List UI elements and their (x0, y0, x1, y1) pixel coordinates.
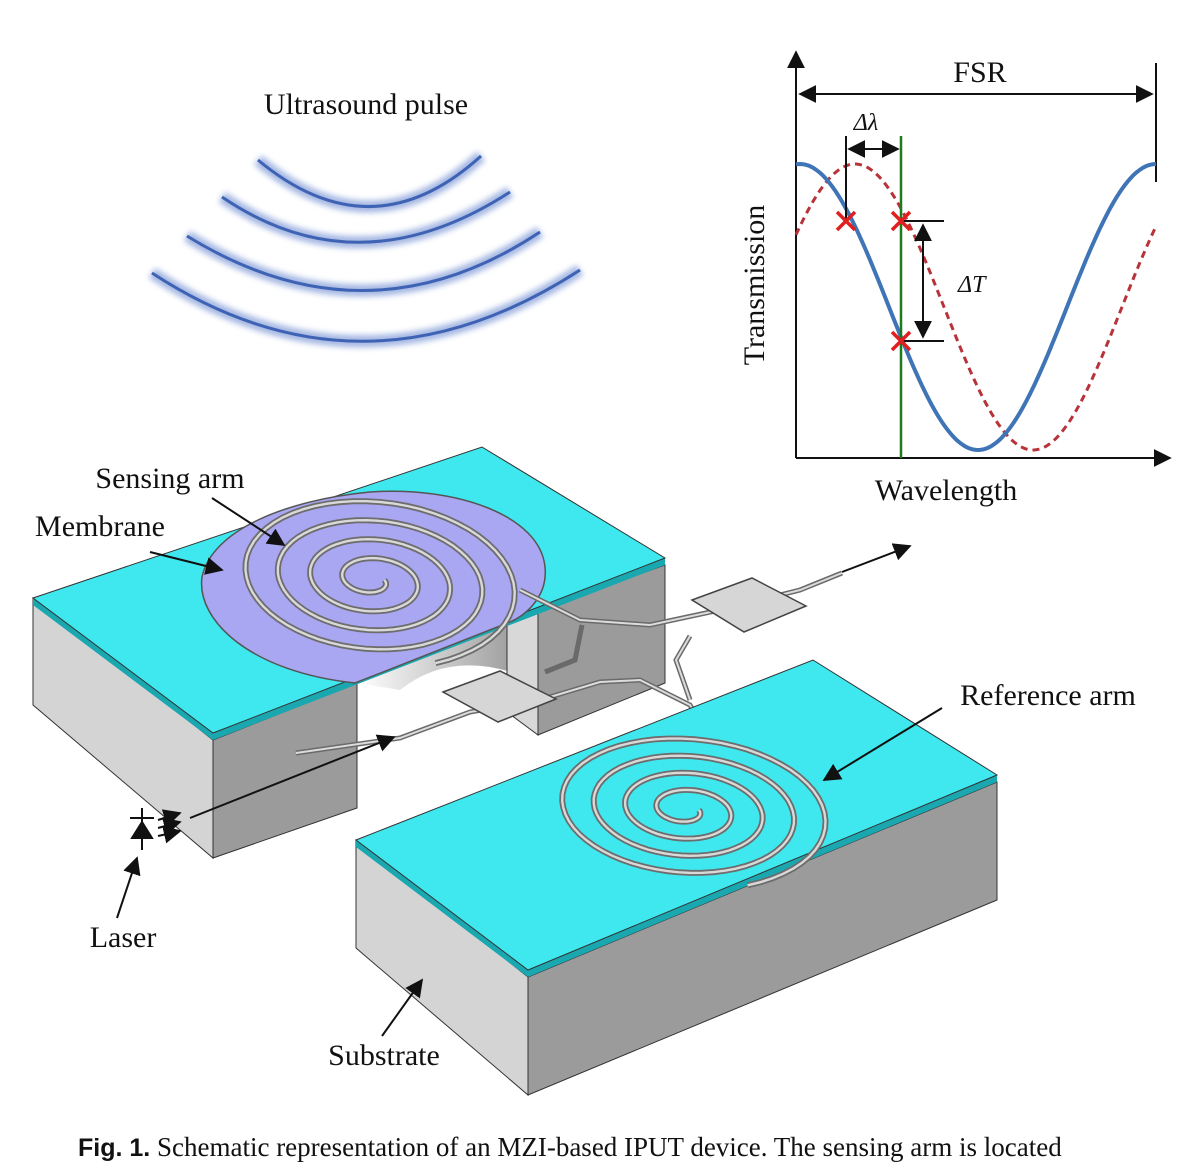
curve-shifted-dashed (794, 162, 1158, 452)
reference-arm-pointer (822, 707, 943, 781)
substrate-pointer (381, 978, 424, 1037)
wave-arc-4 (151, 268, 581, 343)
wave-arc-1 (257, 154, 483, 208)
membrane (200, 490, 546, 684)
lower-substrate-block (354, 659, 999, 1097)
x-axis-label: Wavelength (875, 474, 1018, 507)
reference-arm-label: Reference arm (960, 679, 1136, 712)
lower-top-cladding (354, 659, 999, 971)
transmission-chart: FSR Δλ ΔT Transmission Wavelength (738, 50, 1172, 507)
membrane-label: Membrane (35, 510, 165, 543)
ultrasound-waves (148, 151, 584, 348)
caption-text: Schematic representation of an MZI-based… (156, 1132, 1062, 1162)
laser-diode-icon (130, 808, 182, 850)
delta-lambda-label: Δλ (853, 110, 878, 136)
figure-caption: Fig. 1. Schematic representation of an M… (78, 1132, 1188, 1163)
fsr-label: FSR (953, 56, 1006, 89)
laser-pointer (116, 856, 141, 919)
membrane-pointer (149, 551, 224, 575)
marker-operating-point (890, 330, 912, 352)
electrode-pad-right (690, 577, 808, 633)
wave-arc-3 (186, 230, 541, 292)
sensing-arm-label: Sensing arm (95, 462, 244, 495)
curve-original (795, 161, 1157, 453)
sensing-arm-pointer (211, 497, 286, 546)
delta-t-label: ΔT (957, 272, 987, 298)
wave-arc-2 (221, 190, 511, 244)
electrode-pad-left (441, 670, 558, 723)
output-arrow (841, 543, 912, 573)
figure-number: Fig. 1. (78, 1134, 151, 1162)
y-axis-label: Transmission (738, 205, 771, 366)
input-beam-arrow (189, 734, 396, 819)
marker-shifted-point (890, 210, 912, 232)
ultrasound-pulse-label: Ultrasound pulse (264, 88, 468, 121)
substrate-label: Substrate (328, 1039, 440, 1072)
laser-label: Laser (90, 921, 157, 954)
marker-original-point (835, 210, 857, 232)
